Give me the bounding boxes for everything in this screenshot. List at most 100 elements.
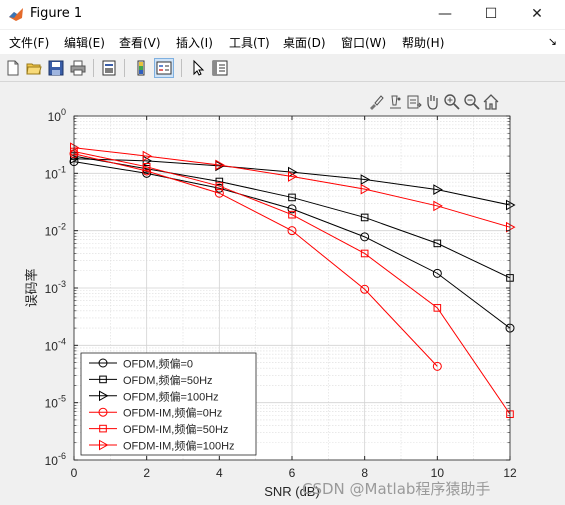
menu-bar: 文件(F) 编辑(E) 查看(V) 插入(I) 工具(T) 桌面(D) 窗口(W… [0,30,565,54]
x-tick-label: 8 [361,466,368,480]
legend: OFDM,频偏=0 OFDM,频偏=50Hz OFDM,频偏=100Hz OFDM-I… [80,352,257,456]
data-point [142,150,153,162]
export-icon[interactable] [405,93,423,111]
data-point [360,183,371,195]
open-file-icon[interactable] [25,59,43,77]
print-preview-icon[interactable] [100,59,118,77]
menu-insert[interactable]: 插入(I) [176,36,213,50]
data-point [433,239,442,248]
data-point [360,174,371,185]
x-tick-label: 0 [71,466,78,480]
legend-label: OFDM,频偏=50Hz [123,373,213,387]
legend-label: OFDM,频偏=100Hz [123,389,219,403]
data-point [432,268,442,278]
data-point [142,168,152,178]
legend-label: OFDM-IM,频偏=0Hz [123,406,222,420]
x-tick-label: 2 [143,466,150,480]
data-point [287,226,297,236]
menu-tools[interactable]: 工具(T) [229,36,270,50]
y-axis-label: 误码率 [24,268,40,307]
data-point [287,204,297,214]
data-point [506,199,516,211]
series-group [69,149,442,371]
menu-help[interactable]: 帮助(H) [402,36,445,50]
menu-view[interactable]: 查看(V) [119,36,161,50]
legend-label: OFDM,频偏=0 [123,357,193,371]
y-tick-label: 10-1 [45,164,66,181]
legend-label: OFDM-IM,频偏=100Hz [123,439,235,453]
toolbar-separator [181,59,182,77]
menu-desktop[interactable]: 桌面(D) [283,36,326,50]
maximize-button[interactable]: ☐ [484,6,498,22]
data-tip-icon[interactable] [387,93,405,111]
data-point [99,424,107,433]
data-point [288,171,298,182]
x-tick-label: 10 [431,466,445,480]
pointer-icon[interactable] [189,59,207,77]
window-title: Figure 1 [30,6,83,21]
data-point [433,200,443,212]
series-line [73,147,511,228]
pan-icon[interactable] [423,93,441,111]
zoom-out-icon[interactable] [463,93,481,111]
new-figure-icon[interactable] [4,59,22,77]
zoom-in-icon[interactable] [443,93,461,111]
data-point [99,390,109,402]
data-point [98,407,108,417]
series-line [73,155,511,279]
close-button[interactable]: ✕ [531,6,543,22]
data-point [215,182,224,190]
data-point [360,249,369,258]
y-tick-label: 10-6 [45,451,66,468]
brush-icon[interactable] [367,93,385,111]
data-point [360,284,370,294]
colorbar-icon[interactable] [132,59,150,77]
dock-arrow-icon[interactable]: ↘ [547,35,557,48]
y-tick-label: 10-5 [45,394,66,411]
series-group [70,142,516,233]
y-tick-label: 10-3 [45,279,66,296]
data-point [433,184,443,195]
data-point [214,183,224,193]
data-point [215,159,225,171]
legend-box [80,352,257,456]
data-point [142,163,151,171]
home-icon[interactable] [482,93,500,111]
menu-window[interactable]: 窗口(W) [341,36,387,50]
print-icon[interactable] [69,59,87,77]
matlab-logo-icon [9,8,23,21]
x-tick-label: 12 [503,466,517,480]
toolbar-separator [124,59,125,77]
data-point [98,358,108,368]
figure-toolbar [0,55,565,82]
series-line [73,161,511,329]
data-point [288,210,296,219]
series-line [73,158,511,206]
y-tick-label: 100 [48,107,66,124]
series-line [73,153,438,367]
data-point [70,153,80,165]
data-point [433,304,442,312]
data-point [288,193,296,202]
legend-icon[interactable] [154,58,174,78]
minimize-button[interactable]: — [438,6,452,22]
menu-edit[interactable]: 编辑(E) [64,36,105,50]
data-point [360,213,369,222]
data-point [506,221,516,233]
legend-label: OFDM-IM,频偏=50Hz [123,422,228,436]
data-point [432,361,442,371]
y-tick-label: 10-2 [45,222,66,239]
x-axis-label: SNR (dB) [264,484,320,499]
toolbar-separator [93,59,94,77]
data-point [99,375,107,384]
x-tick-label: 4 [216,466,223,480]
window-titlebar: Figure 1 — ☐ ✕ [0,0,565,29]
data-point [360,232,370,242]
data-point [70,142,80,154]
y-tick-label: 10-4 [45,336,66,353]
x-tick-label: 6 [289,466,296,480]
save-icon[interactable] [47,59,65,77]
property-inspector-icon[interactable] [211,59,229,77]
menu-file[interactable]: 文件(F) [9,36,50,50]
